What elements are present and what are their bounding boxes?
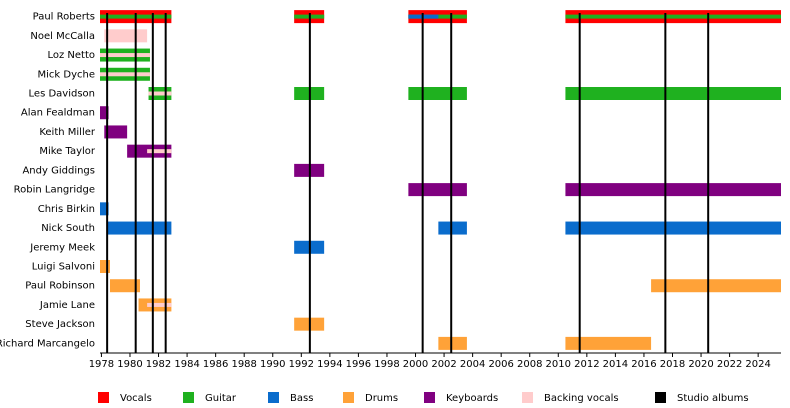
member-bar	[408, 87, 467, 100]
member-name: Nick South	[41, 223, 95, 234]
legend-label: Bass	[290, 393, 313, 404]
x-tick-label: 1998	[374, 359, 399, 370]
member-name: Andy Giddings	[22, 165, 95, 176]
member-name: Paul Robinson	[25, 281, 95, 292]
x-tick-label: 2002	[431, 359, 456, 370]
member-bar	[104, 29, 148, 43]
member-name: Robin Langridge	[14, 185, 95, 196]
member-bar	[107, 221, 172, 235]
member-name: Mick Dyche	[38, 69, 95, 80]
x-tick-label: 1982	[146, 359, 171, 370]
x-tick-label: 2016	[631, 359, 656, 370]
role-stripe	[100, 72, 150, 77]
x-tick-label: 2018	[660, 359, 685, 370]
member-name: Mike Taylor	[39, 146, 96, 157]
member-bar	[565, 183, 781, 197]
x-tick-label: 2008	[517, 359, 542, 370]
legend-label: Studio albums	[677, 393, 749, 404]
x-tick-label: 1986	[203, 359, 228, 370]
member-name: Alan Fealdman	[21, 108, 95, 119]
legend-label: Keyboards	[446, 393, 498, 404]
x-tick-label: 2010	[546, 359, 571, 370]
role-stripe	[148, 91, 172, 96]
x-tick-label: 2024	[745, 359, 770, 370]
legend-swatch	[268, 392, 279, 403]
x-tick-label: 1992	[289, 359, 314, 370]
legend-swatch	[183, 392, 194, 403]
member-bar	[565, 87, 781, 100]
role-stripe	[147, 149, 172, 154]
member-name: Jeremy Meek	[29, 242, 95, 253]
x-tick-label: 1980	[117, 359, 142, 370]
member-bar	[565, 336, 652, 350]
member-bar	[100, 106, 109, 120]
x-tick-label: 2006	[488, 359, 513, 370]
member-bar	[109, 279, 140, 293]
member-bar	[651, 279, 781, 293]
x-tick-label: 2004	[460, 359, 485, 370]
legend-label: Backing vocals	[544, 393, 619, 404]
legend-label: Drums	[365, 393, 398, 404]
member-bar	[438, 336, 467, 350]
x-tick-label: 2022	[717, 359, 742, 370]
member-bar	[408, 183, 467, 197]
x-tick-label: 2020	[688, 359, 713, 370]
role-stripe	[565, 14, 781, 19]
x-tick-label: 2012	[574, 359, 599, 370]
member-name: Chris Birkin	[38, 204, 95, 215]
member-name: Paul Roberts	[33, 12, 95, 23]
legend-swatch	[424, 392, 435, 403]
member-bar	[438, 221, 467, 235]
x-tick-label: 1988	[231, 359, 256, 370]
x-tick-label: 1994	[317, 359, 342, 370]
x-tick-label: 2014	[603, 359, 628, 370]
legend-label: Guitar	[205, 393, 237, 404]
legend-label: Vocals	[120, 393, 152, 404]
x-tick-label: 1996	[346, 359, 371, 370]
role-stripe	[100, 53, 150, 58]
member-name: Luigi Salvoni	[32, 262, 95, 273]
member-name: Steve Jackson	[25, 319, 95, 330]
legend-swatch	[522, 392, 533, 403]
x-tick-label: 1978	[89, 359, 114, 370]
legend-swatch	[343, 392, 354, 403]
legend-swatch	[655, 392, 666, 403]
member-name: Noel McCalla	[30, 31, 95, 42]
member-name: Keith Miller	[39, 127, 96, 138]
member-bar	[565, 221, 781, 235]
member-name: Les Davidson	[29, 89, 95, 100]
member-name: Richard Marcangelo	[0, 338, 95, 349]
member-name: Loz Netto	[47, 50, 95, 61]
member-bar	[100, 202, 109, 216]
member-bar	[104, 125, 128, 139]
x-tick-label: 1984	[174, 359, 199, 370]
legend-swatch	[98, 392, 109, 403]
role-stripe	[147, 302, 172, 307]
x-tick-label: 2000	[403, 359, 428, 370]
member-bar	[100, 260, 110, 273]
x-tick-label: 1990	[260, 359, 285, 370]
member-name: Jamie Lane	[39, 300, 95, 311]
